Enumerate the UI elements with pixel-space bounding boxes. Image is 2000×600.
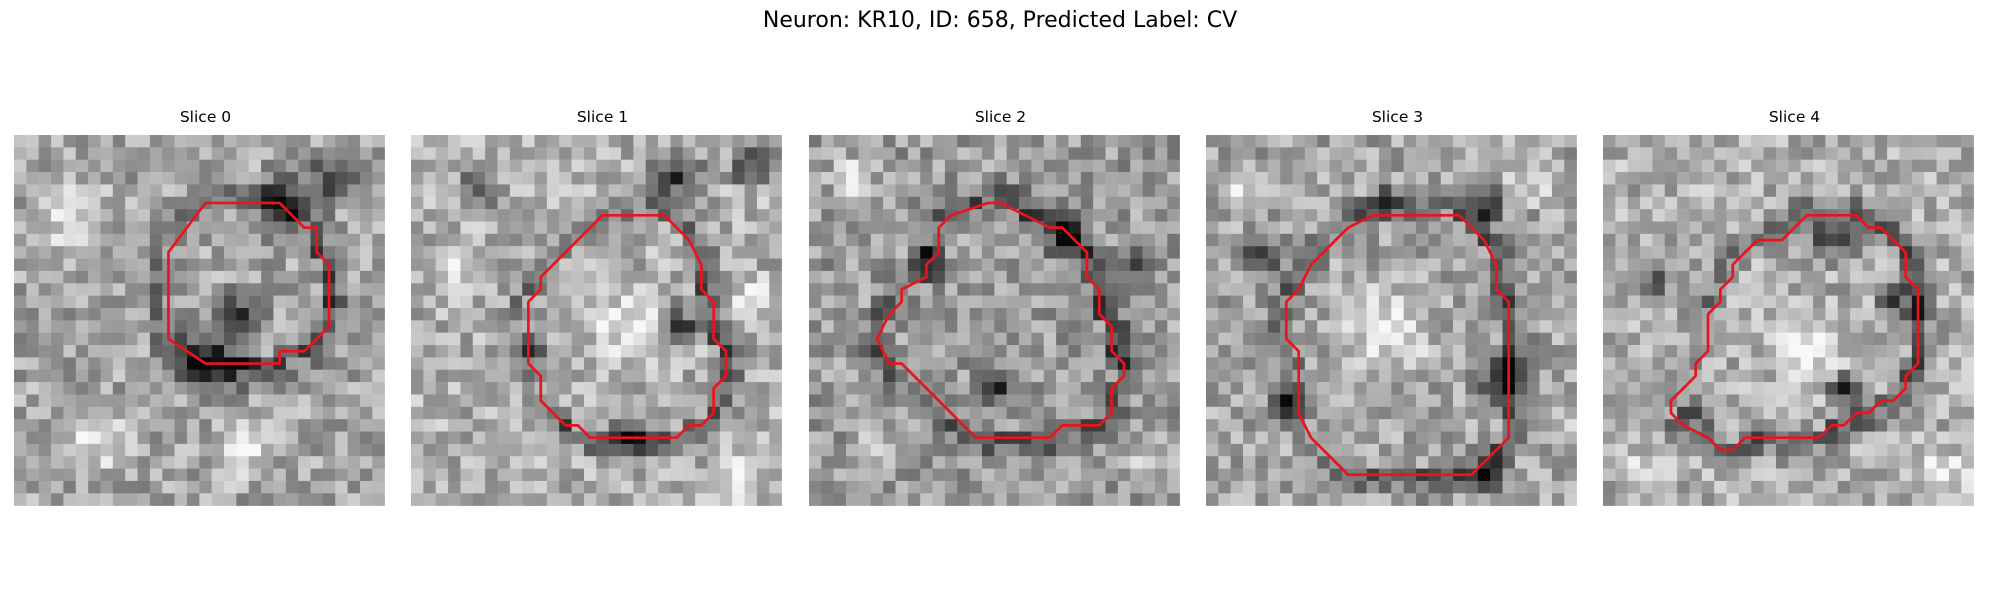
figure-title: Neuron: KR10, ID: 658, Predicted Label: …	[762, 8, 1238, 33]
slice-pixels-0	[14, 135, 385, 506]
slice-title-4: Slice 4	[1768, 108, 1821, 126]
slice-image-svg-2	[809, 135, 1180, 506]
slice-image-0	[14, 135, 397, 518]
slice-image-svg-4	[1603, 135, 1974, 506]
slice-image-2	[809, 135, 1192, 518]
roi-contour-4	[1669, 213, 1920, 452]
slice-panel-2: Slice 2	[809, 108, 1192, 518]
slice-panel-1: Slice 1	[411, 108, 794, 518]
slice-title-0: Slice 0	[179, 108, 232, 126]
slice-image-3	[1206, 135, 1589, 518]
slice-panel-0: Slice 0	[14, 108, 397, 518]
slice-pixels-3	[1206, 135, 1577, 506]
slice-pixels-1	[411, 135, 782, 506]
slice-panel-3: Slice 3	[1206, 108, 1589, 518]
slice-title-1: Slice 1	[576, 108, 629, 126]
roi-contour-1	[527, 213, 728, 440]
slice-title-2: Slice 2	[974, 108, 1027, 126]
slice-title-3: Slice 3	[1371, 108, 1424, 126]
slice-panel-4: Slice 4	[1603, 108, 1986, 518]
slice-pixels-2	[809, 135, 1180, 506]
slice-image-4	[1603, 135, 1986, 518]
slice-image-svg-0	[14, 135, 385, 506]
roi-contour-0	[167, 201, 331, 365]
roi-contour-2	[875, 201, 1126, 440]
slice-image-1	[411, 135, 794, 518]
roi-contour-3	[1284, 213, 1511, 477]
slice-image-svg-3	[1206, 135, 1577, 506]
slice-image-svg-1	[411, 135, 782, 506]
